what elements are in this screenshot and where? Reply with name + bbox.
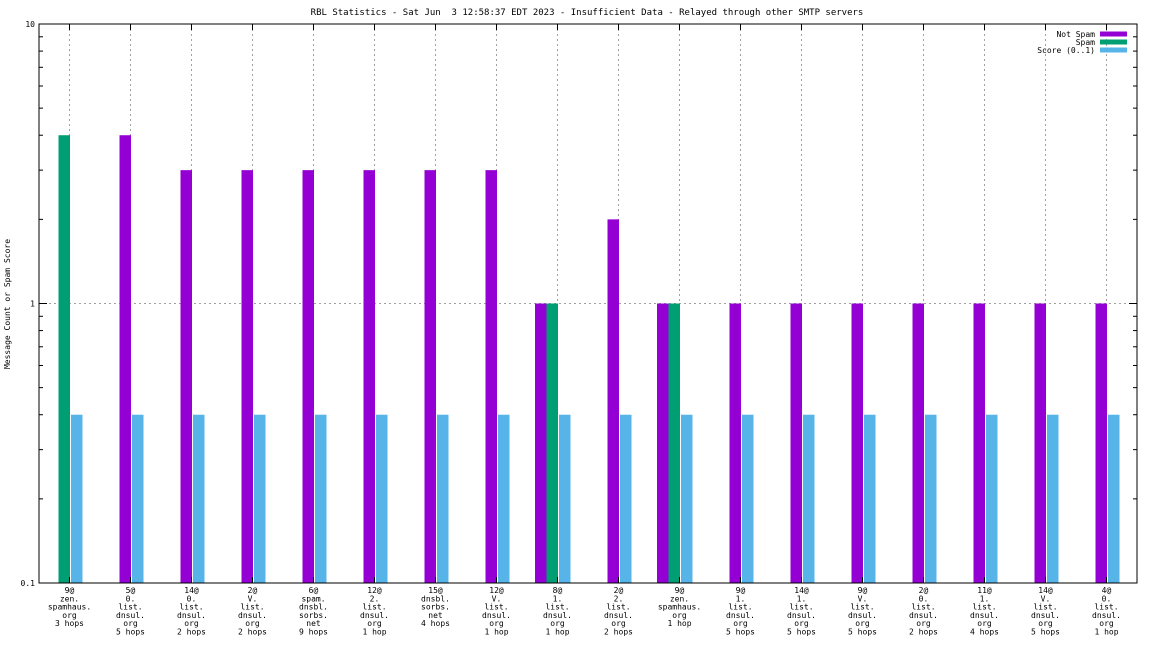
bar-not-spam — [241, 170, 253, 584]
bar-score-0-1 — [925, 414, 937, 583]
legend-label: Spam — [1076, 38, 1095, 47]
bar-score-0-1 — [498, 414, 510, 583]
bar-score-0-1 — [71, 414, 83, 583]
bar-not-spam — [302, 170, 314, 584]
bar-score-0-1 — [620, 414, 632, 583]
bar-not-spam — [607, 219, 619, 583]
bar-spam — [58, 135, 70, 583]
y-axis-label: Message Count or Spam Score — [3, 239, 12, 369]
legend-swatch — [1100, 31, 1127, 37]
x-tick-label: 2@ V. list. dnsul. org 2 hops — [238, 586, 267, 637]
x-tick-label: 2@ 0. list. dnsul. org 2 hops — [909, 586, 938, 637]
x-tick-label: 9@ 1. list. dnsul. org 5 hops — [726, 586, 755, 637]
y-tick-label: 10 — [25, 20, 35, 29]
legend-swatch — [1100, 47, 1127, 53]
bar-score-0-1 — [315, 414, 327, 583]
bar-spam — [546, 303, 558, 583]
x-tick-label: 9@ V. list. dnsul. org 5 hops — [848, 586, 877, 637]
bar-score-0-1 — [559, 414, 571, 583]
x-tick-label: 11@ 1. list. dnsul. org 4 hops — [970, 586, 999, 637]
bar-not-spam — [790, 303, 802, 583]
bar-score-0-1 — [376, 414, 388, 583]
bar-not-spam — [1034, 303, 1046, 583]
bar-not-spam — [485, 170, 497, 584]
bar-not-spam — [180, 170, 192, 584]
x-tick-label: 12@ V. list. dnsul. org 1 hop — [482, 586, 511, 637]
x-tick-label: 9@ zen. spamhaus. org 1 hop — [658, 586, 701, 628]
y-tick-label: 0.1 — [21, 579, 36, 588]
bar-score-0-1 — [132, 414, 144, 583]
y-tick-label: 1 — [30, 300, 35, 309]
bar-score-0-1 — [986, 414, 998, 583]
x-tick-label: 5@ 0. list. dnsul. org 5 hops — [116, 586, 145, 637]
bar-not-spam — [424, 170, 436, 584]
x-tick-label: 14@ 0. list. dnsul. org 2 hops — [177, 586, 206, 637]
bar-score-0-1 — [864, 414, 876, 583]
bar-score-0-1 — [193, 414, 205, 583]
bar-score-0-1 — [254, 414, 266, 583]
axes: 0.1 1 10 9@ zen. spamhaus. org 3 hops 5@ 0. list. d… — [21, 20, 1138, 637]
bar-spam — [668, 303, 680, 583]
x-tick-label: 12@ 2. list. dnsul. org 1 hop — [360, 586, 389, 637]
x-tick-label: 9@ zen. spamhaus. org 3 hops — [48, 586, 91, 628]
bar-not-spam — [657, 303, 669, 583]
legend-label: Score (0..1) — [1037, 46, 1095, 55]
x-tick-label: 14@ 1. list. dnsul. org 5 hops — [787, 586, 816, 637]
chart-title: RBL Statistics - Sat Jun 3 12:58:37 EDT … — [311, 8, 864, 18]
bars — [58, 135, 1120, 584]
bar-not-spam — [1095, 303, 1107, 583]
bar-score-0-1 — [437, 414, 449, 583]
bar-score-0-1 — [1108, 414, 1120, 583]
bar-not-spam — [912, 303, 924, 583]
bar-not-spam — [851, 303, 863, 583]
bar-score-0-1 — [1047, 414, 1059, 583]
x-tick-label: 4@ 0. list. dnsul. org 1 hop — [1092, 586, 1121, 637]
bar-not-spam — [119, 135, 131, 583]
bar-not-spam — [973, 303, 985, 583]
bar-score-0-1 — [681, 414, 693, 583]
bar-not-spam — [729, 303, 741, 583]
x-tick-label: 6@ spam. dnsbl. sorbs. net 9 hops — [299, 586, 328, 637]
x-tick-label: 14@ V. list. dnsul. org 5 hops — [1031, 586, 1060, 637]
legend-swatch — [1100, 39, 1127, 45]
x-tick-label: 15@ dnsbl. sorbs. net 4 hops — [421, 586, 450, 628]
bar-not-spam — [535, 303, 547, 583]
bar-not-spam — [363, 170, 375, 584]
bar-score-0-1 — [803, 414, 815, 583]
bar-score-0-1 — [742, 414, 754, 583]
x-tick-label: 2@ 2. list. dnsul. org 2 hops — [604, 586, 633, 637]
x-tick-label: 8@ 1. list. dnsul. org 1 hop — [543, 586, 572, 637]
legend-label: Not Spam — [1056, 30, 1095, 39]
